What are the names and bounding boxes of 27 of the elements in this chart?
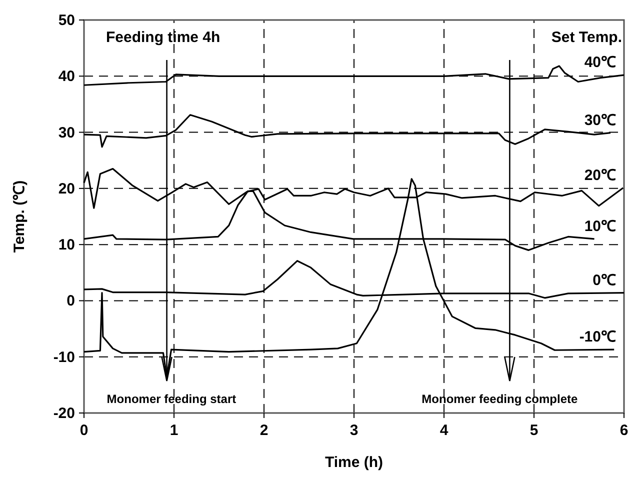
annotation: Set Temp. xyxy=(551,29,622,46)
series-label: 30℃ xyxy=(584,112,616,129)
x-tick-label: 0 xyxy=(80,422,88,439)
series-label: 0℃ xyxy=(592,272,616,289)
y-tick-label: -20 xyxy=(53,405,75,422)
x-tick-label: 1 xyxy=(170,422,178,439)
y-tick-label: 40 xyxy=(58,68,75,86)
x-tick-label: 2 xyxy=(260,422,268,439)
x-tick-label: 5 xyxy=(530,422,538,439)
x-tick-label: 3 xyxy=(350,422,358,439)
y-tick-label: 20 xyxy=(58,180,75,198)
y-tick-label: 10 xyxy=(58,236,75,254)
ref-line-label: Monomer feeding start xyxy=(106,392,236,406)
annotation: Feeding time 4h xyxy=(106,29,220,46)
y-tick-label: 0 xyxy=(66,292,75,310)
series-label: 20℃ xyxy=(584,166,616,184)
x-axis-title: Time (h) xyxy=(324,454,384,471)
y-axis-title: Temp. (℃) xyxy=(11,180,28,253)
y-tick-label: -10 xyxy=(53,348,75,366)
y-tick-label: 30 xyxy=(58,124,75,142)
x-tick-label: 6 xyxy=(620,422,628,439)
series-label: 10℃ xyxy=(584,218,616,235)
series-label: 40℃ xyxy=(584,54,616,72)
y-tick-label: 50 xyxy=(58,12,75,29)
ref-line-label: Monomer feeding complete xyxy=(422,392,578,406)
series-label: -10℃ xyxy=(579,328,616,346)
x-tick-label: 4 xyxy=(440,422,449,439)
